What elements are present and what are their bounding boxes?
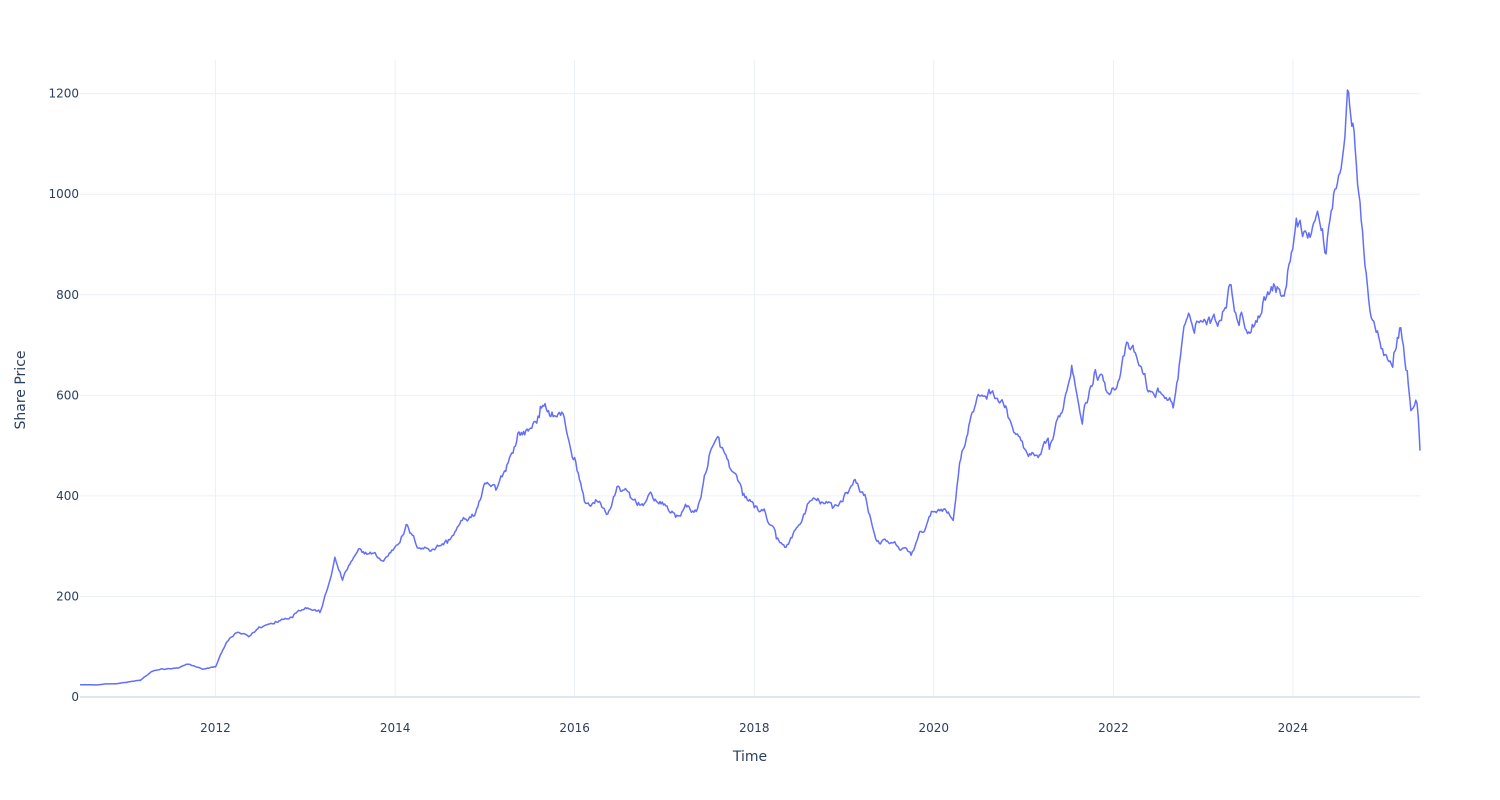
y-axis-title: Share Price <box>13 350 29 429</box>
y-tick-label: 800 <box>56 288 79 302</box>
y-axis-ticks: 0 200 400 600 800 1000 1200 <box>48 87 79 704</box>
x-tick-label: 2018 <box>739 721 770 735</box>
x-tick-label: 2024 <box>1278 721 1309 735</box>
y-tick-label: 400 <box>56 489 79 503</box>
y-tick-label: 200 <box>56 589 79 603</box>
x-tick-label: 2020 <box>918 721 949 735</box>
y-tick-label: 1200 <box>48 87 79 101</box>
x-tick-label: 2012 <box>200 721 231 735</box>
x-tick-label: 2016 <box>559 721 590 735</box>
x-tick-label: 2014 <box>380 721 411 735</box>
x-tick-label: 2022 <box>1098 721 1129 735</box>
y-tick-label: 600 <box>56 388 79 402</box>
x-axis-title: Time <box>732 749 767 765</box>
grid <box>80 60 1420 698</box>
x-axis-ticks: 2012 2014 2016 2018 2020 2022 2024 <box>200 721 1308 735</box>
price-line <box>79 89 1421 686</box>
y-tick-label: 0 <box>71 690 79 704</box>
y-tick-label: 1000 <box>48 187 79 201</box>
series-layer <box>79 89 1421 686</box>
